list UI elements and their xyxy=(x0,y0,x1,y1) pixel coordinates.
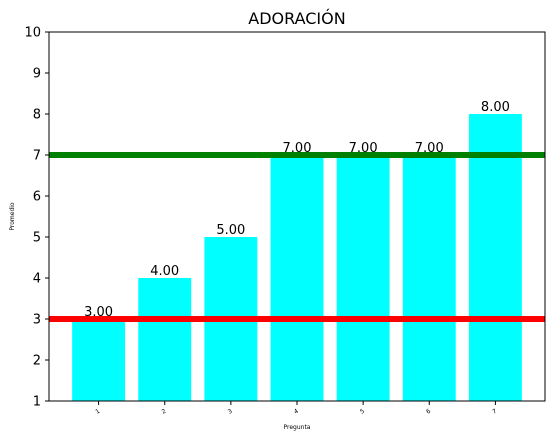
y-tick-label-3: 3 xyxy=(33,313,41,328)
y-tick-label-6: 6 xyxy=(33,190,41,205)
y-tick-label-1: 1 xyxy=(33,395,41,410)
x-tick-label-1: 1 xyxy=(94,408,101,416)
y-tick-label-5: 5 xyxy=(33,231,41,246)
bar-5 xyxy=(336,155,390,401)
x-axis: 1 2 3 4 5 6 7 xyxy=(94,401,498,416)
y-tick-label-9: 9 xyxy=(33,67,41,82)
x-tick-label-6: 6 xyxy=(425,408,432,416)
data-label-3: 5.00 xyxy=(216,223,245,238)
bars-layer xyxy=(72,114,522,401)
bar-7 xyxy=(468,114,522,401)
x-tick-label-4: 4 xyxy=(293,408,300,416)
bar-2 xyxy=(138,278,192,401)
reference-lines-layer xyxy=(49,152,545,322)
data-labels-layer: 3.00 4.00 5.00 7.00 7.00 7.00 8.00 xyxy=(84,100,510,320)
y-tick-label-10: 10 xyxy=(24,26,41,41)
y-tick-label-4: 4 xyxy=(33,272,41,287)
chart-title: ADORACIÓN xyxy=(248,9,345,28)
data-label-1: 3.00 xyxy=(84,305,113,320)
y-axis: 1 2 3 4 5 6 7 8 9 10 xyxy=(24,26,49,410)
x-tick-label-3: 3 xyxy=(227,408,234,416)
data-label-5: 7.00 xyxy=(349,141,378,156)
bar-4 xyxy=(270,155,324,401)
x-axis-label: Pregunta xyxy=(284,424,311,431)
y-axis-label: Promedio xyxy=(9,202,16,231)
data-label-7: 8.00 xyxy=(481,100,510,115)
x-tick-label-2: 2 xyxy=(161,408,168,416)
bar-6 xyxy=(402,155,456,401)
x-tick-label-5: 5 xyxy=(359,408,366,416)
y-tick-label-8: 8 xyxy=(33,108,41,123)
y-tick-label-2: 2 xyxy=(33,354,41,369)
data-label-6: 7.00 xyxy=(415,141,444,156)
data-label-2: 4.00 xyxy=(150,264,179,279)
x-tick-label-7: 7 xyxy=(491,408,498,416)
y-tick-label-7: 7 xyxy=(33,149,41,164)
bar-1 xyxy=(72,319,126,401)
data-label-4: 7.00 xyxy=(283,141,312,156)
